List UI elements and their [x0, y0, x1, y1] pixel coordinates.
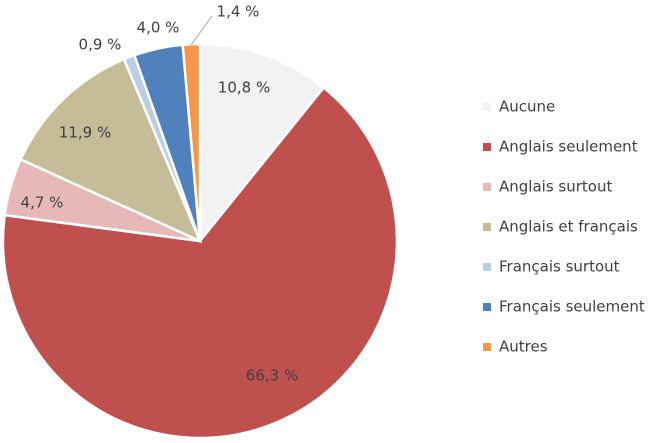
legend-label: Anglais seulement	[499, 138, 638, 156]
legend-swatch	[483, 183, 491, 191]
legend-swatch	[483, 143, 491, 151]
data-label: 4,0 %	[137, 19, 180, 37]
pie-slice	[198, 42, 326, 245]
legend-label: Aucune	[499, 98, 555, 116]
legend-swatch	[483, 263, 491, 271]
legend-swatch	[483, 223, 491, 231]
data-label: 4,7 %	[21, 194, 64, 212]
data-label: 11,9 %	[59, 124, 111, 142]
pie-slice	[1, 85, 399, 440]
legend-label: Anglais surtout	[499, 178, 612, 196]
legend-swatch	[483, 303, 491, 311]
data-label: 10,8 %	[218, 79, 270, 97]
legend-swatch	[483, 103, 491, 111]
legend-label: Autres	[499, 338, 548, 356]
leader-line	[190, 15, 213, 46]
data-label: 1,4 %	[217, 3, 260, 21]
legend-label: Français seulement	[499, 298, 645, 316]
data-label: 66,3 %	[246, 367, 298, 385]
legend-label: Français surtout	[499, 258, 620, 276]
pie-slice	[19, 57, 203, 244]
legend-swatch	[483, 343, 491, 351]
data-label: 0,9 %	[79, 36, 122, 54]
legend-label: Anglais et français	[499, 218, 638, 236]
